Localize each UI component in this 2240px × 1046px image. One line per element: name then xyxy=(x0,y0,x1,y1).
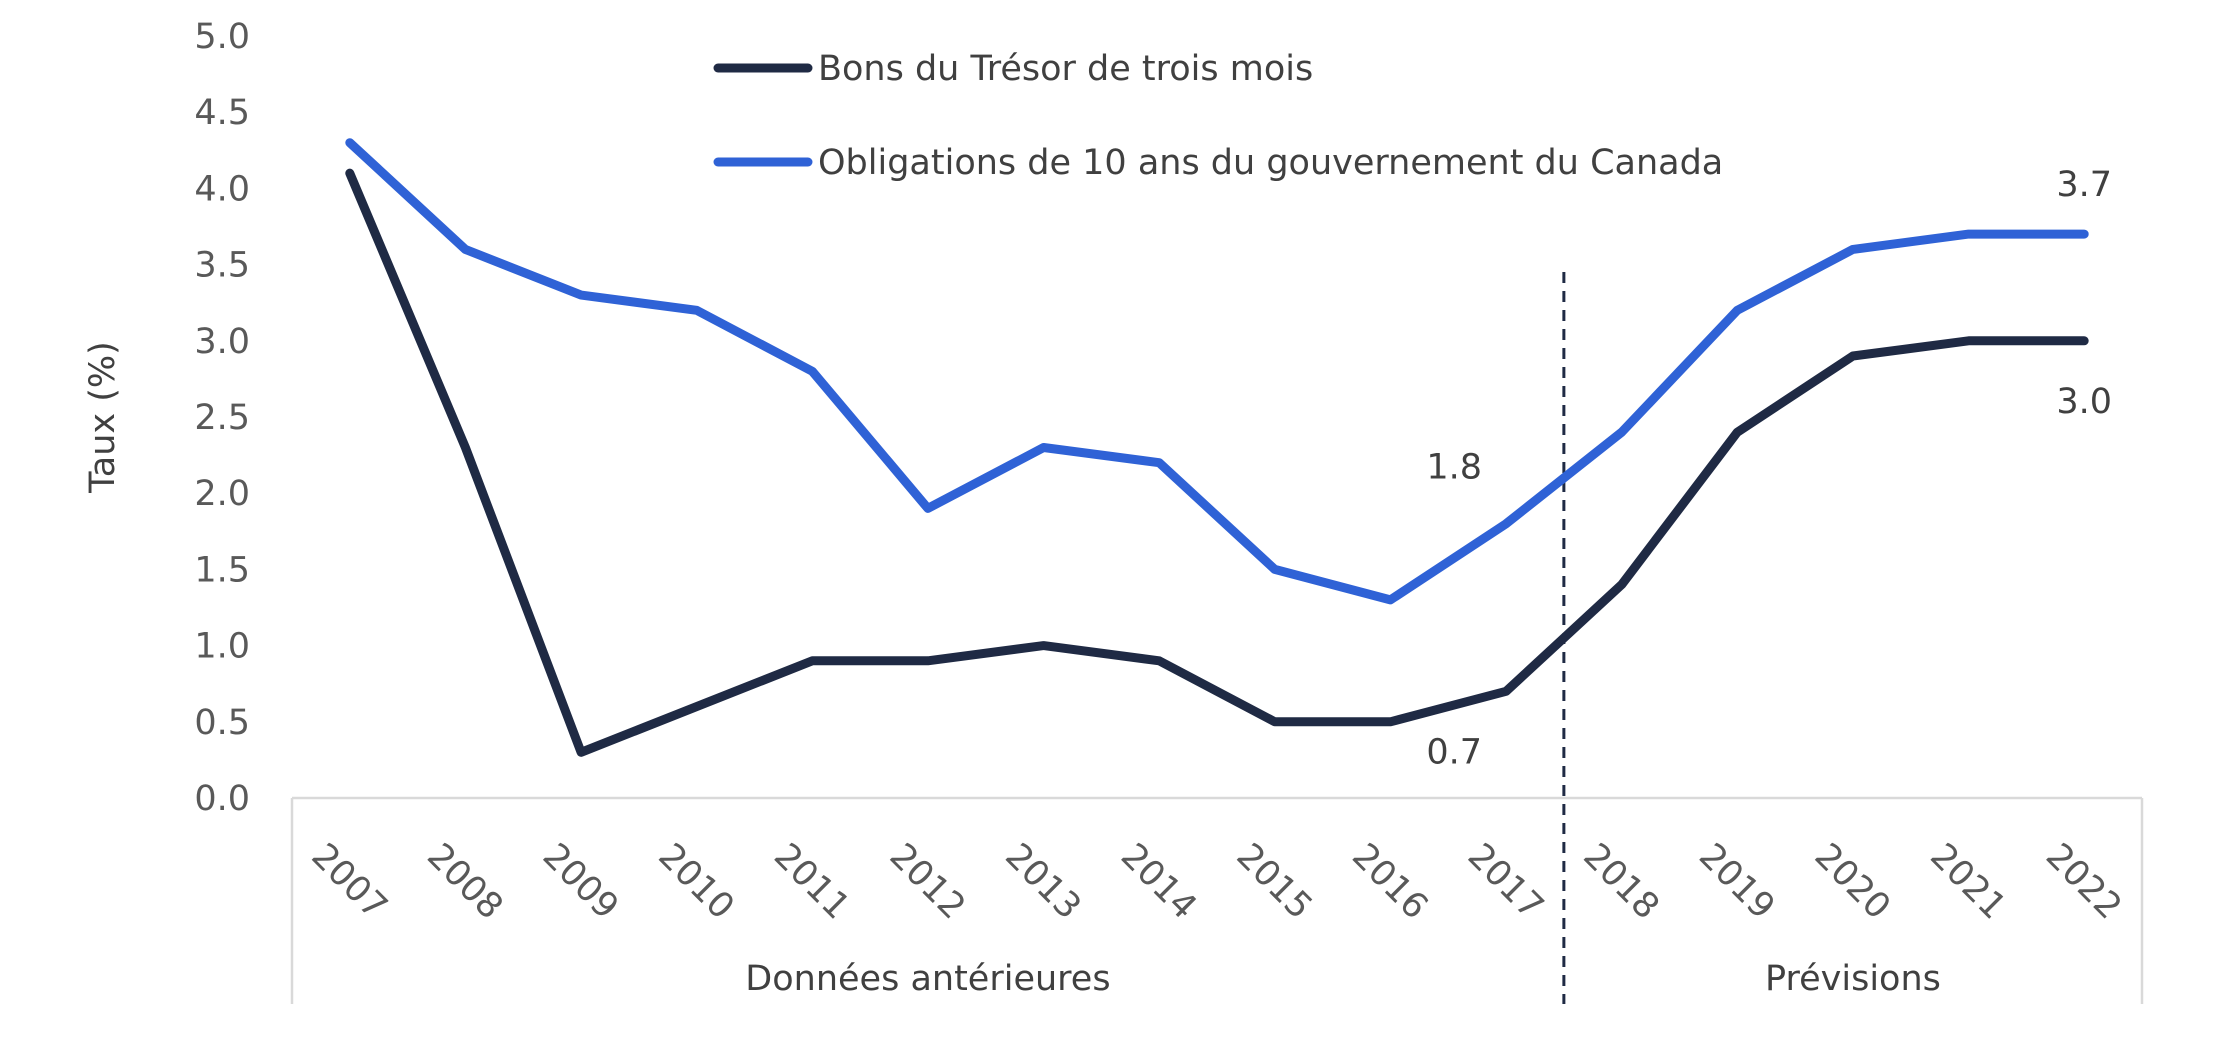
y-tick-label: 3.0 xyxy=(194,322,250,362)
series-lines xyxy=(345,138,2089,757)
x-group-label: Prévisions xyxy=(1765,959,1941,999)
x-tick-label: 2022 xyxy=(2038,836,2129,927)
series-line-treasury-bills xyxy=(345,168,2089,757)
x-tick-label: 2019 xyxy=(1691,836,1782,927)
x-tick-label: 2016 xyxy=(1344,836,1435,927)
data-labels: 1.8 0.7 3.7 3.0 xyxy=(1426,165,2112,772)
y-tick-label: 4.5 xyxy=(194,93,250,133)
data-label: 3.0 xyxy=(2056,382,2112,422)
y-tick-label: 5.0 xyxy=(194,17,250,57)
data-label: 0.7 xyxy=(1426,732,1482,772)
y-tick-label: 0.5 xyxy=(194,703,250,743)
x-tick-label: 2012 xyxy=(882,836,973,927)
x-tick-label: 2021 xyxy=(1922,836,2013,927)
legend-label: Obligations de 10 ans du gouvernement du… xyxy=(818,143,1723,183)
x-tick-label: 2018 xyxy=(1575,836,1666,927)
x-tick-label: 2014 xyxy=(1113,836,1204,927)
y-tick-label: 1.5 xyxy=(194,550,250,590)
y-tick-label: 3.5 xyxy=(194,246,250,286)
x-tick-label: 2009 xyxy=(535,836,626,927)
x-group-label: Données antérieures xyxy=(745,959,1110,999)
data-label: 1.8 xyxy=(1426,448,1482,488)
x-tick-label: 2007 xyxy=(303,836,394,927)
y-tick-label: 2.5 xyxy=(194,398,250,438)
data-label: 3.7 xyxy=(2056,165,2112,205)
legend: Bons du Trésor de trois mois Obligations … xyxy=(713,49,1723,183)
series-line-bonds xyxy=(345,138,2089,605)
legend-label: Bons du Trésor de trois mois xyxy=(818,49,1313,89)
x-tick-label: 2020 xyxy=(1807,836,1898,927)
x-tick-label: 2010 xyxy=(650,836,741,927)
y-axis-title: Taux (%) xyxy=(83,341,123,494)
y-tick-label: 4.0 xyxy=(194,169,250,209)
y-tick-label: 2.0 xyxy=(194,474,250,514)
x-tick-label: 2013 xyxy=(997,836,1088,927)
x-tick-label: 2017 xyxy=(1460,836,1551,927)
x-tick-label: 2015 xyxy=(1228,836,1319,927)
x-tick-label: 2011 xyxy=(766,836,857,927)
y-tick-label: 0.0 xyxy=(194,779,250,819)
y-tick-label: 1.0 xyxy=(194,627,250,667)
x-tick-label: 2008 xyxy=(419,836,510,927)
